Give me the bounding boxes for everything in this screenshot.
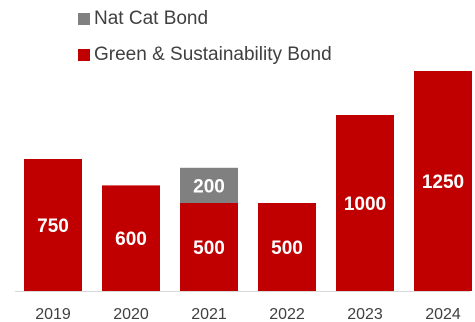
- x-tick-label-2021: 2021: [191, 306, 227, 322]
- bar-nat-cat-bond-2021: [180, 167, 238, 203]
- legend-swatch-green-sustainability-bond: [78, 49, 90, 61]
- x-tick-label-2023: 2023: [347, 306, 383, 322]
- data-label-green-sustainability-bond-2020: 600: [115, 229, 147, 250]
- data-label-green-sustainability-bond-2022: 500: [271, 238, 303, 259]
- data-label-nat-cat-bond-2021: 200: [193, 176, 225, 197]
- legend-item-green-sustainability-bond: Green & Sustainability Bond: [78, 44, 332, 66]
- legend-label-green-sustainability-bond: Green & Sustainability Bond: [94, 44, 332, 65]
- x-tick-label-2020: 2020: [113, 306, 149, 322]
- data-label-green-sustainability-bond-2019: 750: [37, 216, 69, 237]
- bar-green-sustainability-bond-2024: [414, 71, 472, 291]
- bar-green-sustainability-bond-2021: [180, 203, 238, 291]
- x-tick-label-2019: 2019: [35, 306, 71, 322]
- legend-item-nat-cat-bond: Nat Cat Bond: [78, 8, 332, 30]
- legend-label-nat-cat-bond: Nat Cat Bond: [94, 8, 209, 29]
- bar-green-sustainability-bond-2019: [24, 159, 82, 291]
- bar-green-sustainability-bond-2022: [258, 203, 316, 291]
- bar-green-sustainability-bond-2020: [102, 185, 160, 291]
- data-label-green-sustainability-bond-2021: 500: [193, 238, 225, 259]
- data-label-green-sustainability-bond-2023: 1000: [344, 194, 386, 215]
- x-tick-label-2022: 2022: [269, 306, 305, 322]
- bar-green-sustainability-bond-2023: [336, 115, 394, 291]
- legend: Nat Cat Bond Green & Sustainability Bond: [78, 8, 332, 80]
- data-label-green-sustainability-bond-2024: 1250: [422, 172, 464, 193]
- legend-swatch-nat-cat-bond: [78, 13, 90, 25]
- x-tick-label-2024: 2024: [425, 306, 461, 322]
